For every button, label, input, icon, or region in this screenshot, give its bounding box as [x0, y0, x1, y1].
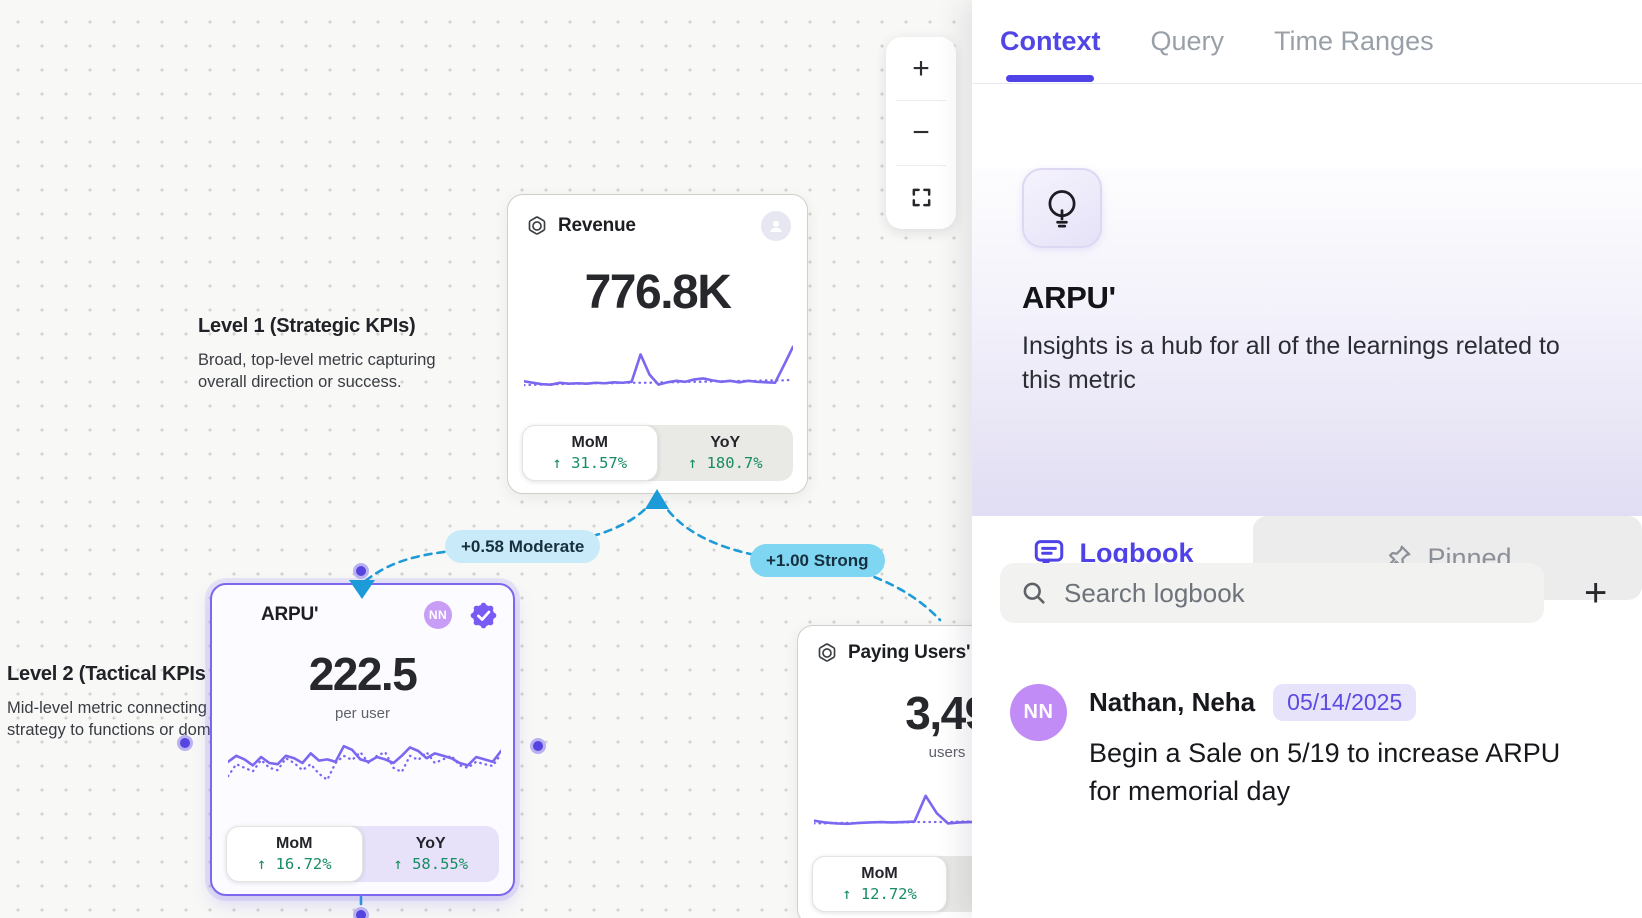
logbook-search-row: + — [1000, 563, 1614, 623]
yoy-toggle[interactable]: YoY ↑ 180.7% — [658, 425, 794, 481]
annotation-level2-title: Level 2 (Tactical KPIs — [7, 663, 206, 685]
connection-handle — [530, 738, 546, 754]
revenue-sparkline — [524, 345, 793, 387]
arpu-sparkline — [228, 744, 501, 782]
log-author: Nathan, Neha — [1089, 687, 1256, 717]
crescent-moon-icon — [237, 606, 249, 624]
fit-view-button[interactable] — [886, 166, 956, 229]
annotation-level2: Level 2 (Tactical KPIs Mid-level metric … — [7, 663, 220, 742]
connection-handle — [353, 907, 369, 918]
search-icon — [1023, 582, 1045, 604]
metric-card-revenue[interactable]: Revenue 776.8K MoM ↑ 31.57% YoY ↑ 180.7% — [507, 194, 808, 494]
edge-label-moderate[interactable]: +0.58 Moderate — [445, 530, 601, 563]
fullscreen-icon — [912, 188, 930, 207]
logbook-chat-icon — [1034, 540, 1063, 568]
mom-label: MoM — [571, 434, 608, 451]
metric-card-arpu[interactable]: ARPU' NN 222.5 per user MoM — [210, 583, 515, 896]
log-entry[interactable]: NN Nathan, Neha 05/14/2025 Begin a Sale … — [1010, 684, 1610, 811]
annotation-level1-line1: Broad, top-level metric capturing — [198, 351, 436, 369]
metric-description: Insights is a hub for all of the learnin… — [1022, 332, 1560, 394]
author-avatar: NN — [1010, 684, 1067, 741]
metric-detail-panel: Context Query Time Ranges ARPU' Insights… — [972, 0, 1642, 918]
yoy-toggle[interactable] — [947, 856, 972, 912]
mom-label: MoM — [861, 865, 898, 882]
mom-value: ↑ 31.57% — [552, 454, 628, 472]
yoy-value: ↑ 180.7% — [687, 454, 763, 472]
yoy-label: YoY — [710, 434, 741, 451]
collaborator-badge: NN — [424, 601, 452, 629]
log-date-badge: 05/14/2025 — [1273, 684, 1417, 721]
hexagon-metric-icon — [818, 643, 836, 662]
log-entry-text: Begin a Sale on 5/19 to increase ARPU fo… — [1089, 738, 1561, 806]
yoy-value: ↑ 58.55% — [393, 855, 469, 873]
yoy-toggle[interactable]: YoY ↑ 58.55% — [363, 826, 500, 882]
metric-value: 776.8K — [584, 266, 732, 319]
metric-unit: users — [928, 744, 966, 761]
logbook-search-box[interactable] — [1000, 563, 1544, 623]
add-log-entry-button[interactable]: + — [1584, 571, 1608, 615]
mom-toggle[interactable]: MoM ↑ 16.72% — [226, 826, 363, 882]
annotation-level1: Level 1 (Strategic KPIs) Broad, top-leve… — [198, 315, 436, 394]
yoy-label: YoY — [415, 835, 446, 852]
annotation-level1-line2: overall direction or success. — [198, 372, 402, 391]
card-title: Paying Users' — [848, 642, 971, 663]
metric-header: ARPU' Insights is a hub for all of the l… — [972, 168, 1642, 516]
connection-handle — [353, 563, 369, 579]
panel-tabbar: Context Query Time Ranges — [972, 0, 1642, 84]
mom-toggle[interactable]: MoM ↑ 31.57% — [522, 425, 658, 481]
tab-logbook[interactable]: Logbook — [972, 516, 1253, 590]
annotation-level2-line1: Mid-level metric connecting — [7, 699, 207, 717]
insight-icon-container — [1022, 168, 1102, 248]
metric-value: 3,49 — [905, 687, 972, 739]
card-title: ARPU' — [261, 604, 319, 625]
mom-label: MoM — [276, 835, 313, 852]
divider — [896, 100, 946, 102]
card-title: Revenue — [558, 215, 636, 236]
metric-tree-canvas[interactable]: Level 1 (Strategic KPIs) Broad, top-leve… — [0, 0, 972, 918]
mom-value: ↑ 12.72% — [842, 885, 917, 903]
zoom-in-button[interactable]: + — [912, 51, 930, 85]
tab-query[interactable]: Query — [1150, 26, 1225, 56]
edge-label-strong[interactable]: +1.00 Strong — [750, 544, 885, 577]
mom-toggle[interactable]: MoM ↑ 12.72% — [812, 856, 947, 912]
paying-users-sparkline — [814, 794, 972, 826]
lightbulb-icon — [1048, 190, 1076, 228]
tab-logbook-label: Logbook — [1079, 537, 1194, 568]
logbook-search-input[interactable] — [1064, 577, 1524, 609]
metric-title: ARPU' — [1022, 280, 1116, 315]
metric-unit: per user — [334, 705, 391, 722]
metric-value: 222.5 — [308, 648, 418, 700]
mom-value: ↑ 16.72% — [256, 855, 332, 873]
tab-context[interactable]: Context — [1000, 0, 1101, 84]
canvas-zoom-controls: + − — [886, 37, 956, 229]
annotation-level2-line2: strategy to functions or doma — [7, 720, 220, 739]
divider — [896, 164, 946, 166]
hexagon-metric-icon — [528, 216, 546, 235]
tab-time-ranges[interactable]: Time Ranges — [1274, 26, 1434, 56]
zoom-out-button[interactable]: − — [912, 115, 930, 149]
annotation-level1-title: Level 1 (Strategic KPIs) — [198, 315, 416, 337]
owner-avatar-icon — [761, 211, 791, 241]
verified-check-icon — [470, 602, 497, 628]
metric-card-paying-users[interactable]: Paying Users' 3,49 users MoM ↑ 12.72% — [797, 625, 972, 918]
